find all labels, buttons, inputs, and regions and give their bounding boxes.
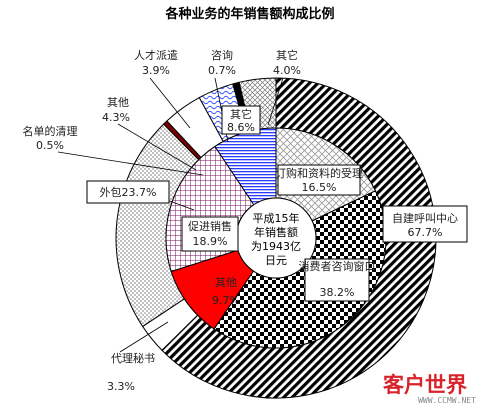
label-box bbox=[382, 205, 468, 243]
leader-line bbox=[149, 77, 191, 129]
center-label-line: 平成15年 bbox=[253, 211, 300, 225]
data-label: 4.3% bbox=[102, 111, 130, 124]
label-box bbox=[304, 258, 370, 302]
data-label: 代理秘书 bbox=[111, 351, 155, 365]
label-box bbox=[181, 216, 239, 252]
data-label: 自建呼叫中心 bbox=[392, 211, 458, 225]
data-label: 8.6% bbox=[227, 121, 255, 134]
data-label: 其它 bbox=[276, 48, 298, 62]
data-label: 其它 bbox=[230, 107, 252, 121]
leader-line bbox=[166, 199, 195, 211]
data-label: 4.0% bbox=[273, 64, 301, 77]
watermark: 客户世界 bbox=[383, 373, 467, 397]
leader-line bbox=[57, 151, 204, 176]
center-label-line: 日元 bbox=[265, 254, 287, 267]
data-label: 消费者咨询窗口 bbox=[299, 259, 376, 273]
leader-line bbox=[117, 123, 197, 171]
data-label: 18.9% bbox=[193, 235, 228, 248]
data-label: 咨询 bbox=[211, 48, 233, 62]
data-label: 促进销售 bbox=[188, 219, 232, 233]
data-label: 外包23.7% bbox=[100, 186, 157, 199]
label-box bbox=[277, 164, 361, 196]
data-label: 3.9% bbox=[142, 64, 170, 77]
chart-title: 各种业务的年销售额构成比例 bbox=[164, 6, 334, 22]
center-label: 平成15年 年销售额 为1943亿 日元 bbox=[235, 197, 317, 279]
leader-line bbox=[119, 321, 169, 353]
data-label: 其他 bbox=[215, 276, 237, 289]
label-box bbox=[86, 180, 170, 204]
label-box bbox=[221, 105, 261, 135]
data-label: 67.7% bbox=[408, 226, 443, 239]
leader-line bbox=[267, 77, 284, 126]
data-label: 0.7% bbox=[208, 64, 236, 77]
center-label-line: 为1943亿 bbox=[251, 240, 301, 253]
data-label: 人才派遣 bbox=[134, 48, 178, 62]
data-label: 0.5% bbox=[36, 139, 64, 152]
data-label: 其他 bbox=[107, 96, 129, 109]
data-label: 名单的清理 bbox=[23, 124, 78, 138]
center-label-line: 年销售额 bbox=[254, 225, 298, 239]
data-label: 38.2% bbox=[320, 286, 355, 299]
watermark-url: WWW.CCMW.NET bbox=[418, 396, 476, 405]
data-label: 3.3% bbox=[107, 380, 135, 393]
data-label: 16.5% bbox=[302, 181, 337, 194]
data-label: 9.7% bbox=[212, 294, 240, 307]
data-label: 订购和资料的受理 bbox=[275, 166, 363, 180]
